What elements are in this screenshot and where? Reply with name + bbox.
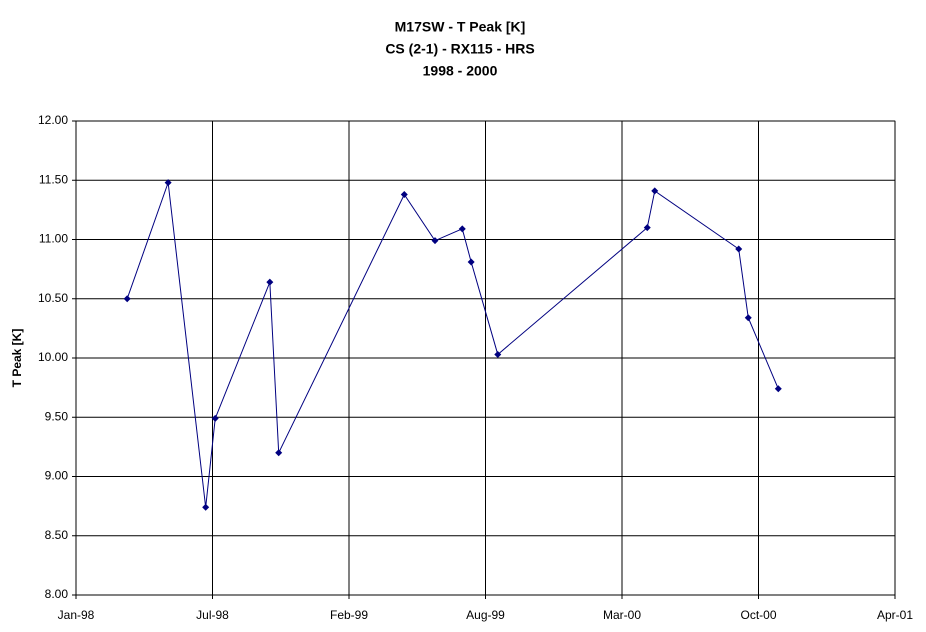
chart-subtitle: CS (2-1) - RX115 - HRS (385, 41, 534, 57)
data-point (735, 245, 743, 253)
data-point (494, 350, 502, 358)
x-tick-label: Jul-98 (196, 608, 229, 622)
data-line (126, 182, 779, 508)
y-tick-label: 10.00 (38, 350, 68, 364)
x-tick-label: Feb-99 (330, 608, 368, 622)
x-tick-label: Jan-98 (58, 608, 95, 622)
x-tick-label: Apr-01 (877, 608, 913, 622)
x-tick-label: Mar-00 (603, 608, 641, 622)
data-point (202, 503, 210, 511)
y-axis-label: T Peak [K] (10, 329, 24, 388)
data-point (467, 258, 475, 266)
chart-subtitle: 1998 - 2000 (423, 63, 498, 79)
data-point (266, 278, 274, 286)
data-point (458, 225, 466, 233)
y-tick-label: 10.50 (38, 291, 68, 305)
data-point (400, 190, 408, 198)
data-point (643, 224, 651, 232)
data-point (123, 295, 131, 303)
data-point (651, 187, 659, 195)
data-point (275, 449, 283, 457)
y-tick-label: 9.00 (45, 469, 69, 483)
data-point (774, 385, 782, 393)
y-tick-label: 11.50 (39, 172, 68, 186)
y-tick-label: 12.00 (38, 113, 68, 127)
y-tick-label: 11.00 (39, 232, 68, 246)
y-tick-label: 8.50 (45, 528, 69, 542)
x-tick-label: Aug-99 (466, 608, 505, 622)
x-tick-label: Oct-00 (740, 608, 776, 622)
chart-title: M17SW - T Peak [K] (395, 19, 526, 35)
data-point (431, 237, 439, 245)
data-point (211, 414, 219, 422)
data-point (164, 179, 172, 187)
y-tick-label: 8.00 (45, 587, 69, 601)
y-tick-label: 9.50 (45, 409, 69, 423)
data-point (744, 314, 752, 322)
